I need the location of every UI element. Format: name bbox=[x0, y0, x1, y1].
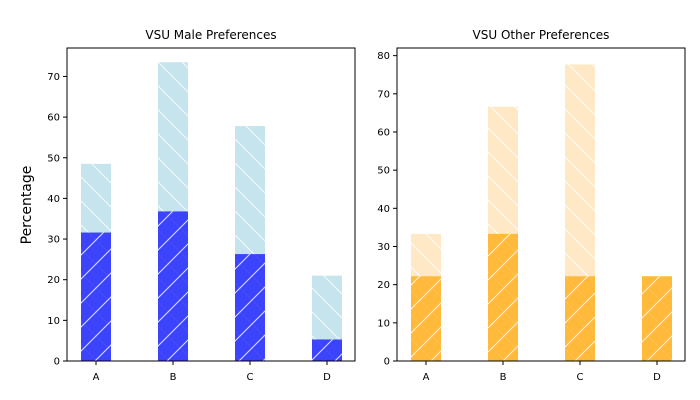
y-tick-label: 40 bbox=[47, 194, 60, 205]
y-tick-label: 10 bbox=[377, 318, 390, 329]
bar-hatch-other-selected-d bbox=[642, 276, 672, 361]
bar-hatch-other-selected-c bbox=[565, 276, 595, 361]
axes-frame-other bbox=[396, 47, 686, 362]
bar-hatch-other-selected-b bbox=[488, 233, 518, 361]
chart-title-other: VSU Other Preferences bbox=[473, 28, 610, 42]
bar-hatch-male-selected-c bbox=[235, 254, 265, 361]
y-ticks-other: 0 10 20 30 40 50 60 70 80 bbox=[377, 51, 397, 368]
x-tick-label: D bbox=[653, 372, 661, 383]
y-ticks-male: 0 10 20 30 40 50 60 70 bbox=[47, 72, 67, 368]
x-tick-label: A bbox=[93, 372, 100, 383]
y-tick-label: 20 bbox=[377, 280, 390, 291]
chart-other-preferences: VSU Other Preferences 01020304050607080 … bbox=[377, 28, 686, 383]
x-tick-label: A bbox=[423, 372, 430, 383]
y-tick-label: 20 bbox=[47, 275, 60, 286]
y-tick-label: 80 bbox=[377, 51, 390, 62]
y-tick-label: 50 bbox=[377, 166, 390, 177]
y-tick-label: 60 bbox=[377, 127, 390, 138]
chart-male-preferences: VSU Male Preferences 0 10 20 30 40 50 60 70 A B C… bbox=[47, 28, 356, 383]
y-tick-label: 30 bbox=[47, 235, 60, 246]
y-tick-label: 10 bbox=[47, 316, 60, 327]
bar-hatch-other-selected-a bbox=[411, 276, 441, 361]
bars-other bbox=[411, 64, 672, 361]
x-tick-label: B bbox=[170, 372, 177, 383]
x-tick-label: C bbox=[247, 372, 254, 383]
axes-frame-male bbox=[66, 47, 356, 362]
x-ticks-other: A B C D bbox=[423, 361, 661, 383]
y-tick-label: 70 bbox=[47, 72, 60, 83]
x-ticks-male: A B C D bbox=[93, 361, 331, 383]
y-tick-label: 0 bbox=[54, 357, 60, 368]
bar-hatch-male-selected-a bbox=[81, 232, 111, 361]
x-tick-label: D bbox=[323, 372, 331, 383]
y-tick-label: 30 bbox=[377, 242, 390, 253]
bars-male bbox=[81, 62, 342, 362]
x-tick-label: B bbox=[500, 372, 507, 383]
y-tick-label: 60 bbox=[47, 113, 60, 124]
y-tick-label: 40 bbox=[377, 204, 390, 215]
y-axis-label: Percentage bbox=[19, 166, 35, 245]
bar-hatch-male-selected-d bbox=[312, 339, 342, 361]
bar-hatch-male-selected-b bbox=[158, 211, 188, 361]
y-tick-label: 0 bbox=[384, 357, 390, 368]
y-tick-label: 50 bbox=[47, 153, 60, 164]
y-tick-label: 70 bbox=[377, 89, 390, 100]
x-tick-label: C bbox=[577, 372, 584, 383]
chart-title-male: VSU Male Preferences bbox=[145, 28, 276, 42]
